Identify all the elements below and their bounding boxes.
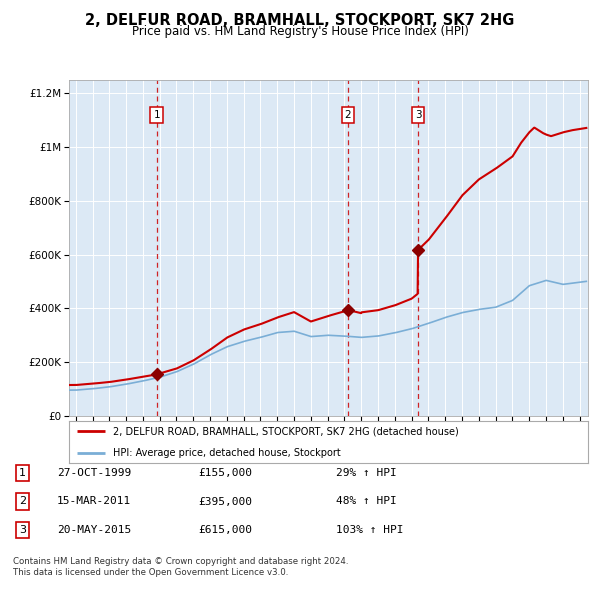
Text: 48% ↑ HPI: 48% ↑ HPI [336,497,397,506]
Text: 27-OCT-1999: 27-OCT-1999 [57,468,131,478]
Text: 1: 1 [19,468,26,478]
Text: 29% ↑ HPI: 29% ↑ HPI [336,468,397,478]
Text: £155,000: £155,000 [198,468,252,478]
Text: £395,000: £395,000 [198,497,252,506]
Text: HPI: Average price, detached house, Stockport: HPI: Average price, detached house, Stoc… [113,448,341,457]
Text: 3: 3 [415,110,421,120]
Text: 103% ↑ HPI: 103% ↑ HPI [336,525,404,535]
Text: 2, DELFUR ROAD, BRAMHALL, STOCKPORT, SK7 2HG (detached house): 2, DELFUR ROAD, BRAMHALL, STOCKPORT, SK7… [113,427,459,436]
Text: 2: 2 [344,110,351,120]
Text: Price paid vs. HM Land Registry's House Price Index (HPI): Price paid vs. HM Land Registry's House … [131,25,469,38]
Text: 15-MAR-2011: 15-MAR-2011 [57,497,131,506]
Text: 2, DELFUR ROAD, BRAMHALL, STOCKPORT, SK7 2HG: 2, DELFUR ROAD, BRAMHALL, STOCKPORT, SK7… [85,13,515,28]
Text: 2: 2 [19,497,26,506]
Text: 1: 1 [154,110,160,120]
Text: Contains HM Land Registry data © Crown copyright and database right 2024.: Contains HM Land Registry data © Crown c… [13,558,349,566]
Text: £615,000: £615,000 [198,525,252,535]
Text: 20-MAY-2015: 20-MAY-2015 [57,525,131,535]
Text: This data is licensed under the Open Government Licence v3.0.: This data is licensed under the Open Gov… [13,568,289,577]
Text: 3: 3 [19,525,26,535]
